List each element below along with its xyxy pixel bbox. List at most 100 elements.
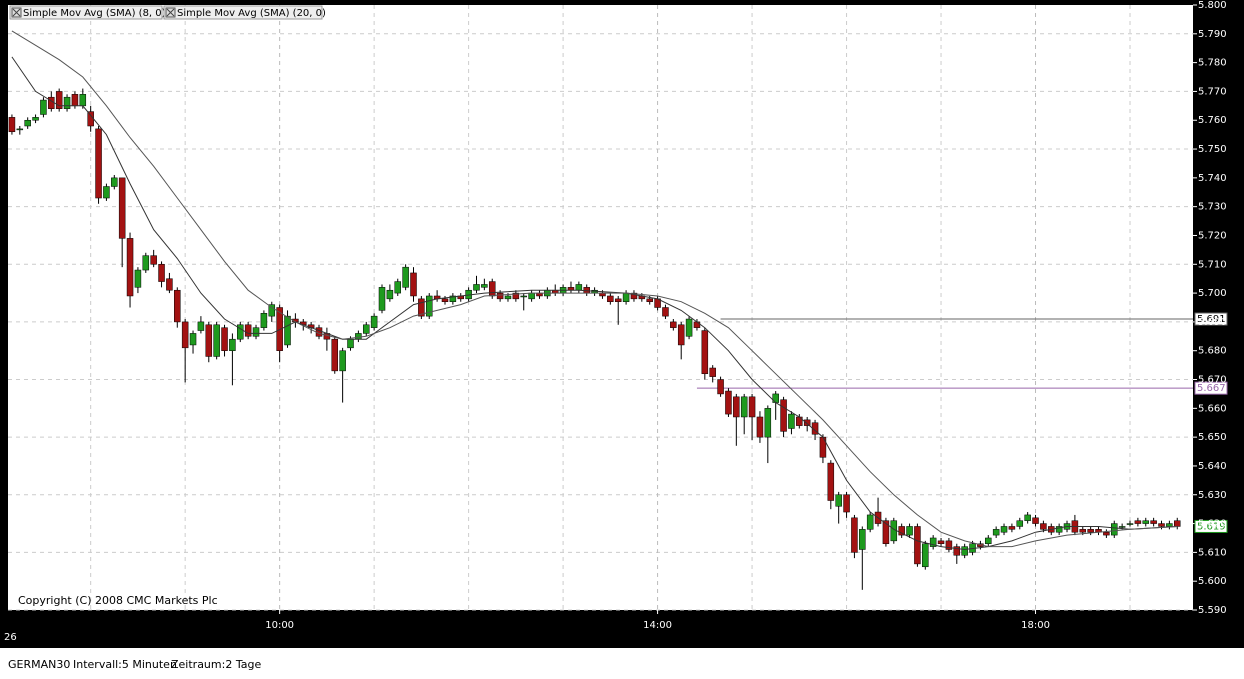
sma-line (11, 56, 1178, 551)
y-tick-label: 5.660 (1198, 403, 1227, 414)
candle-body (1142, 520, 1150, 524)
candle-body (87, 111, 94, 127)
candle-body (693, 321, 701, 328)
candle-body (717, 379, 724, 395)
candle-body (670, 321, 677, 328)
candle-body (441, 298, 449, 302)
candle-body (181, 321, 189, 349)
candle-body (725, 390, 732, 415)
candle-body (788, 413, 795, 429)
candle-body (1087, 529, 1094, 533)
candle-body (55, 91, 63, 109)
candle-body (410, 272, 417, 297)
marks: 5.691 5.667 5.619 (8, 30, 1228, 590)
candle-body (906, 526, 913, 536)
candle-body (733, 396, 740, 418)
candle-body (748, 396, 756, 418)
candle-body (1134, 520, 1142, 524)
candle-body (646, 298, 653, 302)
candle-body (95, 128, 102, 199)
candle-body (1024, 514, 1031, 521)
legend-label: Simple Mov Avg (SMA) (20, 0) (177, 8, 326, 19)
candle-body (268, 304, 276, 317)
footer-period: Zeitraum:2 Tage (171, 658, 261, 671)
candle-body (756, 416, 764, 438)
candle-body (953, 546, 961, 556)
candle-body (347, 338, 354, 349)
candle-body (614, 298, 622, 302)
legend: Simple Mov Avg (SMA) (8, 0) Simple Mov Av… (9, 5, 326, 20)
x-tick-label: 14:00 (643, 620, 672, 631)
candle-body (213, 324, 220, 357)
candle-body (764, 408, 772, 438)
candle-body (189, 333, 197, 346)
candle-body (662, 307, 669, 317)
candle-body (772, 393, 779, 403)
candle-body (355, 333, 362, 340)
candle-body (118, 177, 126, 239)
candle-body (221, 327, 228, 351)
candle-body (1166, 523, 1173, 527)
candle-body (780, 399, 787, 432)
y-tick-label: 5.700 (1198, 288, 1227, 299)
y-tick-label: 5.740 (1198, 173, 1227, 184)
candle-body (370, 315, 378, 328)
price-label: 5.691 (1197, 314, 1226, 325)
candle-body (945, 540, 953, 550)
candle-body (851, 517, 858, 553)
candle-body (843, 494, 850, 513)
y-tick-label: 5.770 (1198, 86, 1227, 97)
candle-body (229, 338, 236, 351)
candle-body (1008, 526, 1016, 530)
candle-body (985, 537, 992, 544)
grid (8, 4, 1197, 614)
price-label-box (1194, 519, 1228, 533)
candle-body (244, 324, 252, 337)
footer-symbol: GERMAN30 (8, 658, 70, 671)
candle-body (166, 278, 173, 291)
candle-body (158, 264, 165, 282)
legend-label: Simple Mov Avg (SMA) (8, 0) (23, 8, 166, 19)
legend-item (163, 5, 323, 20)
legend-item (9, 5, 163, 20)
candle-body (339, 350, 346, 372)
candle-body (827, 462, 835, 501)
candle-body (111, 177, 118, 187)
candle-body (473, 284, 480, 291)
candle-body (363, 324, 370, 334)
y-tick-label: 5.610 (1198, 547, 1227, 558)
x-start-label: 26 (4, 632, 17, 643)
price-label-box (1194, 312, 1228, 326)
y-tick-label: 5.670 (1198, 375, 1227, 386)
candle-body (174, 289, 181, 323)
candle-body (103, 186, 110, 199)
y-tick-label: 5.800 (1198, 0, 1227, 11)
candle-body (63, 96, 71, 109)
candle-body (40, 99, 47, 115)
candle-body (418, 298, 425, 317)
candle-body (1079, 529, 1087, 533)
legend-icon-x (12, 8, 21, 17)
y-tick-label: 5.730 (1198, 202, 1227, 213)
candle-body (528, 292, 535, 300)
candle-body (1016, 520, 1024, 527)
y-tick-label: 5.590 (1198, 605, 1227, 616)
candle-body (496, 292, 504, 300)
y-tick-label: 5.600 (1198, 576, 1227, 587)
y-tick-label: 5.790 (1198, 29, 1227, 40)
candle-body (126, 238, 134, 297)
sma-line (11, 30, 1178, 548)
candle-body (260, 313, 268, 328)
candle-body (803, 419, 811, 426)
candle-body (882, 520, 890, 544)
candle-body (32, 117, 39, 121)
y-tick-label: 5.750 (1198, 144, 1227, 155)
candle-body (835, 494, 842, 507)
price-label-box (1194, 381, 1228, 395)
candle-body (449, 295, 457, 302)
candle-body (1111, 523, 1118, 536)
candle-body (284, 315, 291, 346)
x-tick-label: 18:00 (1021, 620, 1050, 631)
candle-body (961, 546, 968, 556)
